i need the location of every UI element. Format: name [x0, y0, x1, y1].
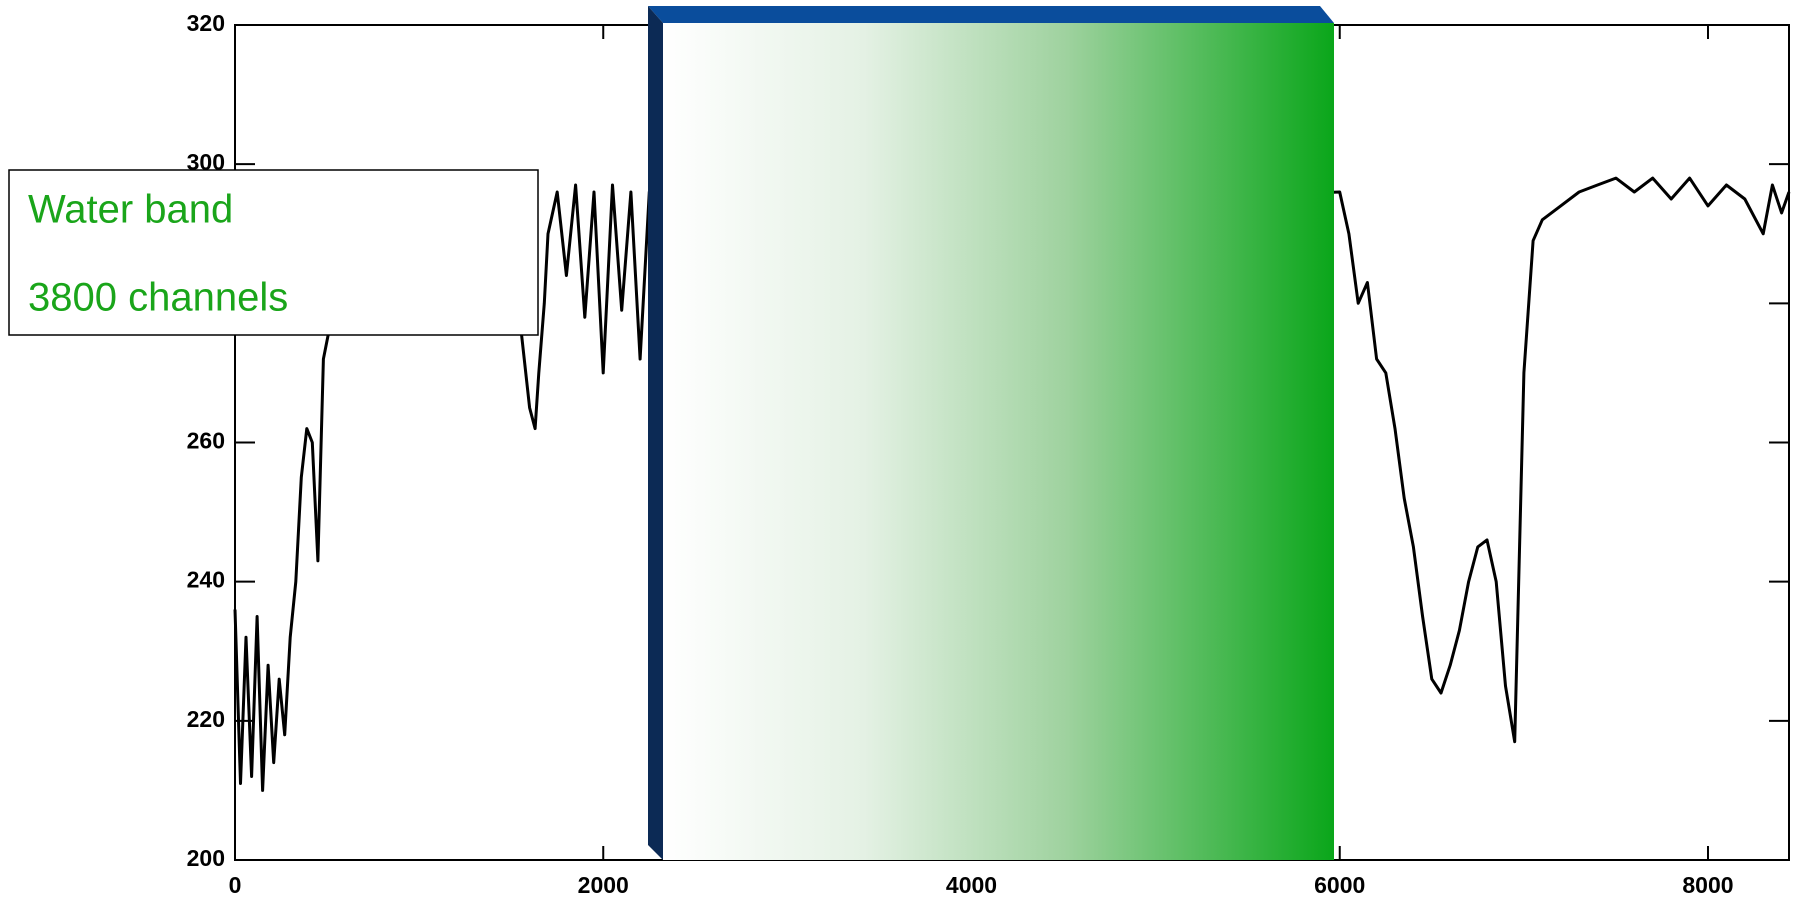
box-face	[663, 23, 1334, 860]
x-tick-label: 8000	[1682, 872, 1733, 898]
x-tick-label: 0	[229, 872, 242, 898]
box-top	[648, 6, 1334, 23]
box-side	[648, 6, 663, 860]
annotation-text: 3800 channels	[28, 276, 288, 320]
x-tick-label: 6000	[1314, 872, 1365, 898]
annotation-text: Water band	[28, 188, 233, 232]
annotation: Water band 3800 channels	[8, 169, 539, 336]
plot-area: 02000400060008000200220240260280300320	[187, 10, 1791, 898]
x-tick-label: 2000	[578, 872, 629, 898]
annotation-box	[8, 169, 539, 336]
y-tick-label: 320	[187, 10, 225, 36]
y-tick-label: 220	[187, 706, 225, 732]
y-tick-label: 260	[187, 428, 225, 454]
data-line	[233, 176, 1791, 792]
y-tick-label: 240	[187, 567, 225, 593]
water-band-box	[648, 6, 1334, 860]
y-tick-label: 200	[187, 845, 225, 871]
x-tick-label: 4000	[946, 872, 997, 898]
